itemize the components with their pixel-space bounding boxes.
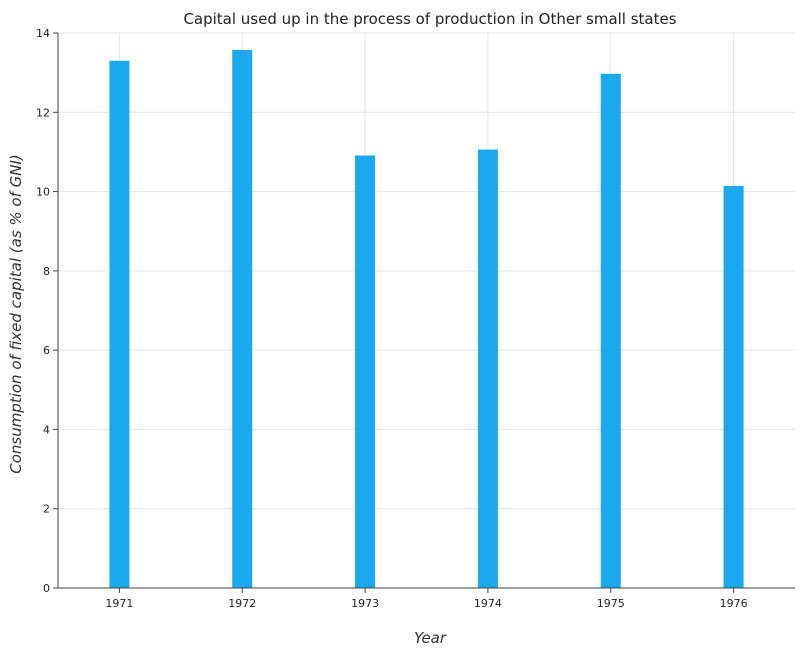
x-tick-label: 1973 [351, 597, 379, 610]
y-tick-label: 6 [43, 344, 50, 357]
chart-title: Capital used up in the process of produc… [183, 10, 676, 28]
x-tick-label: 1972 [228, 597, 256, 610]
bars [109, 50, 744, 589]
y-tick-label: 4 [43, 423, 50, 436]
y-tick-label: 8 [43, 265, 50, 278]
bar-1971 [109, 60, 130, 588]
x-axis-label: Year [414, 629, 447, 647]
tick-labels: 0 2 4 6 8 10 12 14 1971 1972 1973 1974 1975 1976 [36, 27, 748, 610]
y-tick-label: 0 [43, 582, 50, 595]
bar-1974 [477, 149, 498, 589]
x-tick-label: 1974 [474, 597, 502, 610]
bar-1975 [600, 73, 621, 588]
bar-1976 [723, 186, 744, 588]
y-axis-label: Consumption of fixed capital (as % of GN… [7, 154, 25, 474]
grid-lines [58, 32, 795, 589]
x-tick-label: 1975 [597, 597, 625, 610]
bar-1972 [232, 50, 253, 588]
bar-1973 [355, 155, 376, 588]
x-tick-label: 1971 [105, 597, 133, 610]
y-tick-label: 10 [36, 186, 50, 199]
y-tick-label: 14 [36, 27, 50, 40]
y-tick-label: 12 [36, 106, 50, 119]
x-tick-label: 1976 [720, 597, 748, 610]
axes [53, 32, 795, 593]
y-tick-label: 2 [43, 503, 50, 516]
